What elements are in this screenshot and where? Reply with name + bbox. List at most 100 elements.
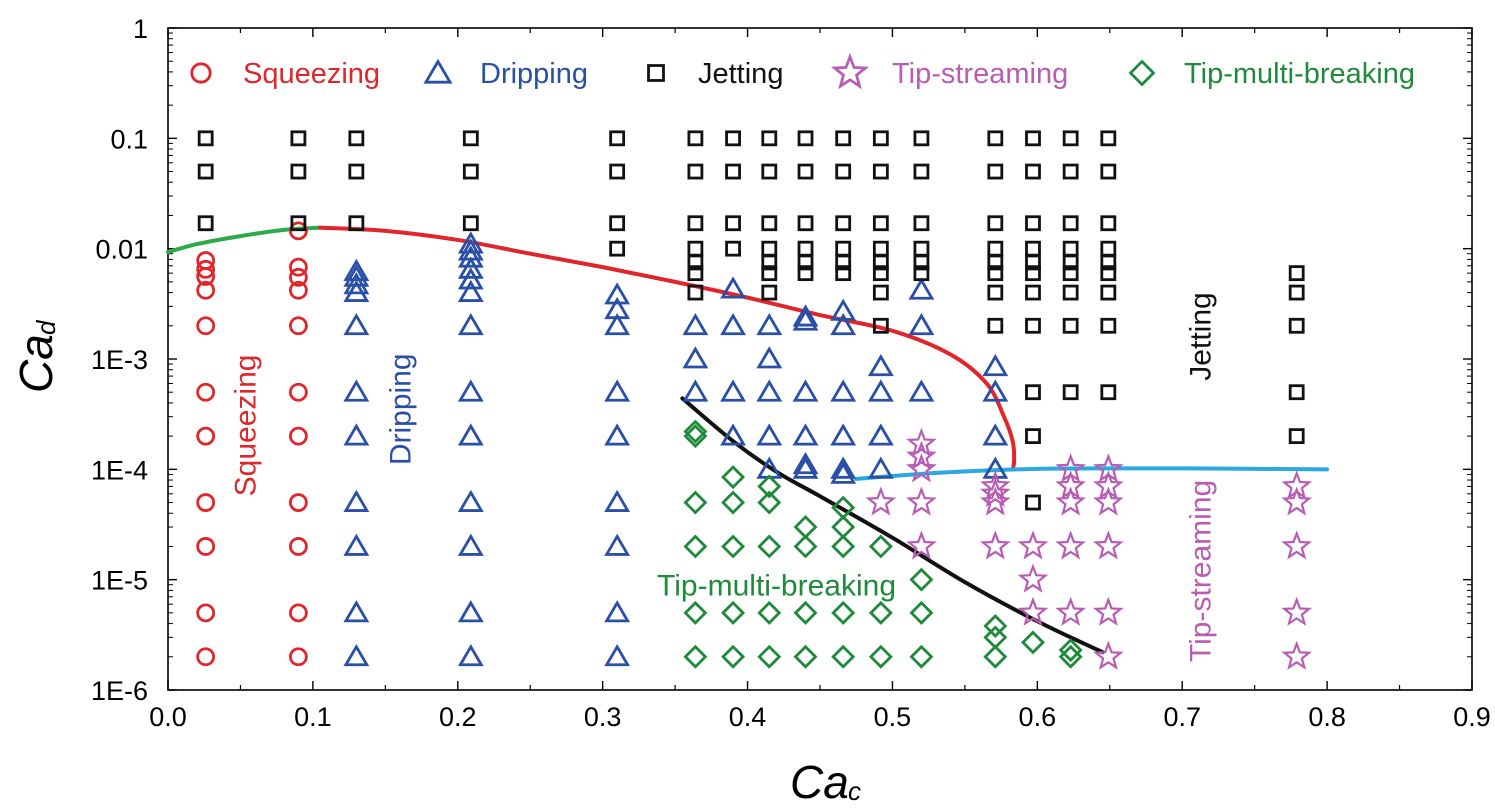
data-point-square [872, 163, 889, 180]
y-axis-title-subscript: d [31, 319, 61, 335]
data-point-square [835, 215, 852, 232]
data-point-square [761, 163, 778, 180]
legend-label: Squeezing [243, 58, 380, 90]
data-point-square [987, 215, 1004, 232]
x-tick-label: 0.3 [584, 702, 622, 732]
x-tick-label: 0.0 [149, 702, 187, 732]
data-point-triangle [343, 489, 370, 512]
data-point-triangle [457, 231, 484, 254]
data-point-square [1025, 215, 1041, 232]
data-point-diamond [721, 490, 746, 515]
data-point-star [1093, 530, 1124, 560]
data-point-square [761, 254, 778, 271]
data-point-triangle [604, 313, 631, 336]
data-point-square [872, 240, 889, 257]
x-tick-label: 0.1 [294, 702, 332, 732]
data-point-square [1100, 284, 1117, 301]
data-point-triangle [830, 298, 857, 321]
data-point-triangle [457, 423, 484, 446]
data-point-star [1017, 596, 1049, 626]
data-point-circle [196, 267, 216, 286]
data-point-circle [288, 221, 308, 241]
data-point-square [913, 130, 930, 147]
data-point-triangle [830, 461, 857, 484]
data-point-square [913, 240, 930, 257]
data-point-triangle [604, 600, 631, 623]
data-point-square [1100, 240, 1117, 257]
data-point-square [872, 284, 889, 301]
data-point-square [987, 317, 1004, 334]
data-point-diamond [793, 534, 818, 559]
data-point-diamond [831, 644, 856, 669]
data-point-star [1055, 530, 1086, 560]
data-point-diamond [721, 644, 746, 669]
data-point-triangle [604, 489, 631, 512]
data-point-square [835, 265, 852, 282]
x-tick-label: 0.7 [1163, 702, 1201, 732]
data-point-triangle [867, 379, 894, 402]
legend-marker-square [647, 64, 665, 82]
data-point-diamond [757, 644, 782, 669]
data-point-circle [288, 537, 308, 556]
data-point-star [906, 530, 937, 560]
data-point-triangle [343, 272, 370, 295]
data-point-star [979, 530, 1011, 560]
data-point-square [913, 254, 930, 271]
data-point-star [906, 440, 937, 470]
data-point-square [687, 163, 704, 180]
data-point-diamond [868, 534, 893, 559]
data-point-square [987, 254, 1004, 271]
data-point-diamond [757, 534, 782, 559]
data-point-triangle [792, 304, 819, 327]
data-point-circle [196, 280, 216, 300]
legend-marker-star [830, 52, 870, 90]
x-tick-label: 0.4 [729, 702, 767, 732]
data-point-triangle [343, 313, 370, 336]
x-tick-label: 0.6 [1019, 702, 1057, 732]
data-point-square [290, 163, 307, 180]
data-point-square [797, 163, 814, 180]
data-point-square [1288, 284, 1305, 301]
data-point-triangle [830, 313, 857, 336]
data-point-triangle [343, 600, 370, 623]
data-point-diamond [683, 600, 708, 625]
data-point-square [725, 240, 741, 257]
data-point-triangle [457, 379, 484, 402]
data-point-square [1100, 265, 1117, 282]
data-point-square [797, 130, 814, 147]
data-point-square [609, 240, 626, 257]
y-tick-label: 1E-6 [91, 676, 148, 706]
data-point-star [1281, 640, 1313, 670]
legend-marker-circle [190, 62, 212, 84]
data-point-triangle [343, 533, 370, 556]
data-point-square [1025, 428, 1041, 445]
data-point-square [687, 254, 704, 271]
data-point-circle [196, 426, 216, 446]
data-point-square [913, 215, 930, 232]
data-point-triangle [908, 277, 935, 300]
data-point-triangle [604, 644, 631, 667]
data-point-triangle [908, 313, 935, 336]
data-point-triangle [792, 379, 819, 402]
data-point-star [1093, 596, 1124, 626]
data-point-square [687, 284, 704, 301]
y-tick-label: 1 [133, 14, 148, 44]
data-point-square [1062, 265, 1079, 282]
data-point-triangle [792, 456, 819, 479]
legend-label: Tip-multi-breaking [1184, 58, 1415, 90]
data-point-square [1100, 254, 1117, 271]
data-point-circle [288, 603, 308, 623]
data-point-diamond [721, 534, 746, 559]
data-point-triangle [343, 279, 370, 302]
data-point-square [797, 215, 814, 232]
data-point-square [987, 284, 1004, 301]
data-point-diamond [983, 644, 1008, 669]
data-point-star [906, 453, 937, 483]
data-point-diamond [793, 644, 818, 669]
data-point-square [1025, 284, 1041, 301]
data-point-square [462, 130, 479, 147]
data-point-triangle [457, 600, 484, 623]
data-point-triangle [457, 644, 484, 667]
data-point-square [872, 265, 889, 282]
